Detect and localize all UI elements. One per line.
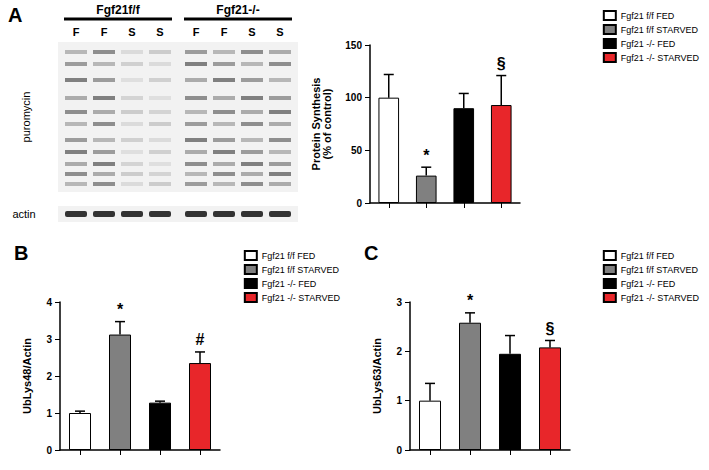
svg-text:Fgf21 -/- STARVED: Fgf21 -/- STARVED xyxy=(262,293,341,303)
svg-text:2: 2 xyxy=(46,371,52,382)
svg-text:150: 150 xyxy=(345,40,362,51)
svg-text:3: 3 xyxy=(396,297,402,308)
svg-text:F: F xyxy=(73,26,80,38)
html-text:C: C xyxy=(364,242,379,264)
svg-text:3: 3 xyxy=(46,334,52,345)
svg-text:Fgf21 f/f STARVED: Fgf21 f/f STARVED xyxy=(262,265,340,275)
svg-text:puromycin: puromycin xyxy=(20,92,32,143)
svg-text:0: 0 xyxy=(46,445,52,456)
svg-text:F: F xyxy=(193,26,200,38)
svg-text:actin: actin xyxy=(12,208,35,220)
svg-text:Fgf21-/-: Fgf21-/- xyxy=(216,3,259,17)
svg-text:Fgf21 -/- STARVED: Fgf21 -/- STARVED xyxy=(621,53,700,63)
html-text:B: B xyxy=(14,242,29,264)
svg-text:4: 4 xyxy=(46,297,52,308)
svg-text:Protein Synthesis: Protein Synthesis xyxy=(309,77,322,171)
svg-text:Fgf21 -/- STARVED: Fgf21 -/- STARVED xyxy=(621,293,700,303)
svg-text:*: * xyxy=(467,292,474,309)
svg-text:(% of control): (% of control) xyxy=(321,88,333,159)
svg-text:§: § xyxy=(546,320,555,337)
svg-text:Fgf21 f/f FED: Fgf21 f/f FED xyxy=(621,251,675,261)
html-text:A: A xyxy=(8,4,23,26)
svg-text:UbLys48/Actin: UbLys48/Actin xyxy=(21,338,33,414)
svg-text:UbLys63/Actin: UbLys63/Actin xyxy=(371,338,383,414)
svg-text:§: § xyxy=(497,55,506,72)
svg-text:50: 50 xyxy=(351,145,363,156)
svg-text:Fgf21f/f: Fgf21f/f xyxy=(96,3,140,17)
svg-text:Fgf21 -/- FED: Fgf21 -/- FED xyxy=(621,39,676,49)
svg-text:*: * xyxy=(423,147,430,164)
svg-text:Fgf21 -/- FED: Fgf21 -/- FED xyxy=(621,279,676,289)
svg-text:Fgf21 f/f FED: Fgf21 f/f FED xyxy=(621,11,675,21)
svg-text:S: S xyxy=(156,26,163,38)
svg-text:S: S xyxy=(276,26,283,38)
svg-text:Fgf21 -/- FED: Fgf21 -/- FED xyxy=(262,279,317,289)
svg-text:F: F xyxy=(221,26,228,38)
svg-text:1: 1 xyxy=(396,395,402,406)
svg-text:0: 0 xyxy=(356,198,362,209)
svg-text:*: * xyxy=(117,301,124,318)
svg-text:#: # xyxy=(196,331,205,348)
svg-text:S: S xyxy=(128,26,135,38)
svg-text:S: S xyxy=(248,26,255,38)
svg-text:Fgf21 f/f FED: Fgf21 f/f FED xyxy=(262,251,316,261)
svg-text:100: 100 xyxy=(345,92,362,103)
svg-text:1: 1 xyxy=(46,408,52,419)
svg-text:Fgf21 f/f STARVED: Fgf21 f/f STARVED xyxy=(621,265,699,275)
svg-text:Fgf21 f/f STARVED: Fgf21 f/f STARVED xyxy=(621,25,699,35)
svg-text:2: 2 xyxy=(396,346,402,357)
svg-text:0: 0 xyxy=(396,445,402,456)
svg-text:F: F xyxy=(101,26,108,38)
